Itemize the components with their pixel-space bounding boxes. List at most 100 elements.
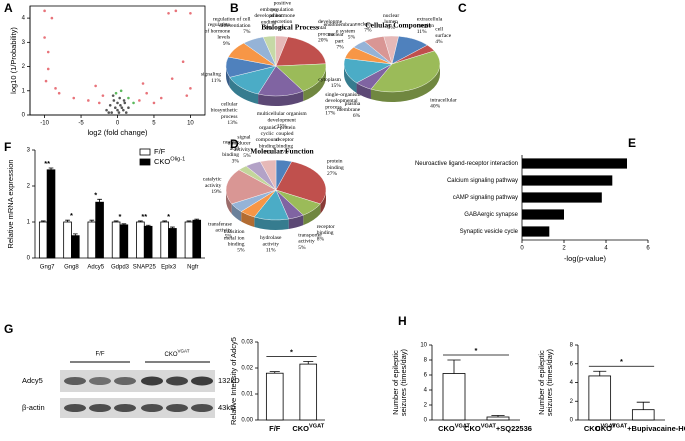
pie-label: 40% <box>430 103 441 109</box>
point <box>97 101 101 105</box>
pie-label: 5% <box>298 245 306 251</box>
error-bar <box>303 361 314 365</box>
legend-label: CKOOlig-1 <box>154 157 185 166</box>
y-tick-label: 0 <box>27 256 31 262</box>
bar <box>87 221 97 259</box>
band-size: 43kD <box>218 403 236 412</box>
pie-label: signaling <box>201 72 221 78</box>
point <box>170 77 174 80</box>
pie-slice <box>275 63 327 92</box>
point <box>123 101 127 105</box>
y-axis-label: log10 (1/Probability) <box>9 27 18 94</box>
y-tick-label: 10 <box>420 343 427 349</box>
point <box>108 104 112 107</box>
pie-label: receptor <box>317 224 335 230</box>
pie-label: binding <box>276 143 293 149</box>
point <box>54 87 57 90</box>
error-bar <box>138 220 143 222</box>
pie-label: binding <box>222 152 239 158</box>
error-bar <box>65 219 70 222</box>
point <box>107 111 111 114</box>
pie-slice-side <box>356 82 371 100</box>
blot-bands <box>64 376 213 412</box>
point <box>124 111 128 114</box>
pie-label: signal <box>237 135 251 141</box>
pie-label: 4% <box>265 25 273 31</box>
point <box>118 96 121 100</box>
error-bar <box>113 220 119 222</box>
pie-label: process <box>221 114 238 120</box>
pie-slice-side <box>229 77 259 105</box>
pie-label: biosynthetic <box>211 108 238 114</box>
legend-swatch <box>139 148 151 156</box>
bar <box>486 416 510 421</box>
pie-label: e system <box>336 28 356 34</box>
y-tick-label: Calcium signaling pathway <box>447 178 518 184</box>
panel-letter: C <box>458 1 467 15</box>
bar <box>442 373 466 421</box>
x-tick-label-part: VGAT <box>481 424 497 430</box>
y-tick-label: Synaptic vesicle cycle <box>460 229 519 235</box>
pie-label: binding <box>317 230 334 236</box>
pie-label: activity <box>215 227 232 233</box>
band-label: β-actin <box>22 403 45 412</box>
point <box>114 106 117 110</box>
pie-label: transition <box>224 229 245 235</box>
pie-label: 5% <box>225 234 233 240</box>
y-tick-label: 2 <box>22 64 26 70</box>
error-bar <box>636 401 650 410</box>
bar <box>63 221 72 259</box>
x-tick-label-part: CKO <box>584 424 601 433</box>
pie-label: 11% <box>266 248 276 254</box>
pie-label: single-organism <box>325 92 361 98</box>
pie-label: process <box>318 31 335 37</box>
pie-slice <box>243 36 277 67</box>
bar <box>522 192 602 203</box>
x-tick-label-part: CKO <box>595 424 612 433</box>
bar <box>265 372 284 421</box>
bar <box>160 221 169 259</box>
y-tick-label: 0.01 <box>241 392 253 398</box>
pie-label: receptor <box>276 137 294 143</box>
point <box>141 82 145 85</box>
blot-strip <box>60 370 215 392</box>
pie-slice-side <box>226 190 232 214</box>
y-tick-label: 4 <box>570 380 574 386</box>
pie-label: activity <box>262 241 279 247</box>
x-tick-label: Ngfr <box>187 265 198 271</box>
bar <box>192 219 202 259</box>
pie-label: cytoplasm <box>318 77 341 83</box>
pie-label: 20% <box>318 38 329 44</box>
point <box>116 108 119 112</box>
x-tick-label: CKOVGAT+SQ22536 <box>464 424 532 433</box>
panel-letter: F <box>4 140 11 154</box>
pie-label: 5% <box>264 150 272 156</box>
pie-label: 4% <box>279 25 287 31</box>
error-bar <box>121 223 127 225</box>
error-bar <box>186 220 192 222</box>
y-tick-label: 2 <box>27 184 31 190</box>
pie-label: 15% <box>331 83 342 89</box>
pie-slice-side <box>241 211 255 228</box>
x-tick-label: 0 <box>520 246 524 252</box>
pie-label: 5% <box>237 248 245 254</box>
pie-label: developme <box>318 19 343 25</box>
pie-label: 6% <box>353 113 361 119</box>
point <box>50 16 54 20</box>
x-tick-label: 4 <box>604 246 608 252</box>
panel-letter: G <box>4 322 13 336</box>
x-tick-label-part: CKO <box>438 424 455 433</box>
pie-label: 3% <box>232 158 240 164</box>
point <box>138 99 141 102</box>
point <box>114 91 118 95</box>
point <box>87 99 90 102</box>
bar <box>168 228 177 259</box>
pie-slice-side <box>320 190 326 214</box>
pie-label: transducer <box>228 141 251 147</box>
pie-label: regulation <box>271 7 294 13</box>
pie-label: binding <box>259 143 276 149</box>
pie-label: membrane <box>337 107 361 113</box>
pie-slice-side <box>226 66 230 88</box>
error-bar <box>491 415 505 417</box>
pie-label: of hormone <box>270 12 296 19</box>
